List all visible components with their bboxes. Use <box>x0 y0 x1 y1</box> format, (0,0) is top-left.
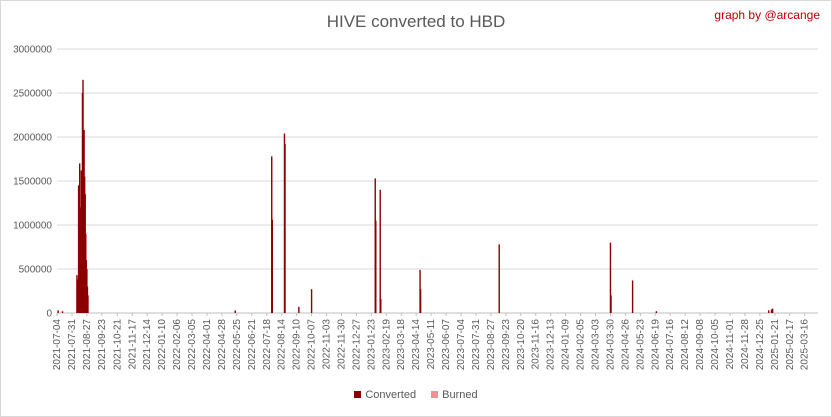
x-tick-label: 2024-04-26 <box>620 319 631 371</box>
x-tick-label: 2023-09-23 <box>501 319 512 371</box>
x-tick-label: 2024-05-23 <box>635 319 646 371</box>
x-tick-label: 2025-02-17 <box>785 319 796 371</box>
x-tick-label: 2025-01-21 <box>770 319 781 371</box>
x-tick-label: 2022-04-28 <box>217 319 228 371</box>
legend-label-converted: Converted <box>365 389 417 401</box>
x-tick-label: 2024-06-19 <box>650 319 661 371</box>
bar-converted <box>610 295 612 313</box>
bar-converted <box>498 244 500 313</box>
x-tick-label: 2024-02-05 <box>576 319 587 371</box>
x-tick-label: 2024-11-28 <box>740 319 751 370</box>
x-tick-label: 2021-11-17 <box>127 319 138 370</box>
x-tick-label: 2023-05-11 <box>426 319 437 370</box>
x-tick-label: 2022-12-27 <box>351 319 362 371</box>
x-tick-label: 2023-01-23 <box>366 319 377 371</box>
x-tick-label: 2022-09-10 <box>292 319 303 371</box>
chart-title: HIVE converted to HBD <box>326 12 506 31</box>
x-tick-label: 2023-06-07 <box>441 319 452 371</box>
x-tick-label: 2023-08-27 <box>486 319 497 371</box>
x-tick-label: 2024-08-12 <box>680 319 691 371</box>
x-tick-label: 2023-12-13 <box>546 319 557 371</box>
x-tick-label: 2021-09-23 <box>97 319 108 371</box>
bar-converted <box>284 144 286 313</box>
x-tick-label: 2024-10-05 <box>710 319 721 371</box>
x-tick-label: 2022-11-03 <box>322 319 333 370</box>
x-tick-label: 2023-03-18 <box>396 319 407 371</box>
legend-swatch-burned <box>431 391 439 398</box>
y-tick-label: 1500000 <box>13 177 52 188</box>
x-tick-label: 2022-11-30 <box>336 319 347 370</box>
x-tick-label: 2022-08-14 <box>277 319 288 371</box>
x-tick-label: 2023-11-16 <box>531 319 542 370</box>
bar-converted <box>234 310 236 313</box>
x-tick-label: 2024-11-01 <box>725 319 736 370</box>
legend-item-burned: Burned <box>431 389 478 401</box>
x-tick-label: 2023-04-14 <box>411 319 422 371</box>
bar-converted <box>631 280 634 313</box>
x-tick-label: 2024-03-30 <box>605 319 616 371</box>
bar-converted <box>375 220 377 313</box>
chart-legend: Converted Burned <box>0 389 832 401</box>
x-tick-label: 2023-02-19 <box>381 319 392 371</box>
bar-converted <box>87 295 89 313</box>
bar-converted <box>379 189 381 313</box>
chart-credit: graph by @arcange <box>714 8 820 22</box>
x-tick-label: 2023-07-31 <box>471 319 482 371</box>
x-tick-label: 2024-09-08 <box>695 319 706 371</box>
x-tick-label: 2025-03-16 <box>800 319 811 371</box>
bar-converted <box>310 289 313 313</box>
x-tick-label: 2022-03-05 <box>187 319 198 371</box>
x-tick-label: 2023-07-04 <box>456 319 467 371</box>
x-tick-label: 2021-12-14 <box>142 319 153 371</box>
bar-converted <box>771 308 774 313</box>
y-tick-label: 2500000 <box>13 89 52 100</box>
bar-converted <box>419 289 422 313</box>
legend-swatch-converted <box>354 391 362 398</box>
y-tick-label: 0 <box>46 309 52 320</box>
bar-converted <box>298 306 300 313</box>
bar-converted <box>271 219 273 313</box>
legend-item-converted: Converted <box>354 389 416 401</box>
x-tick-label: 2022-05-25 <box>232 319 243 371</box>
bar-converted <box>380 298 382 313</box>
x-tick-label: 2021-10-21 <box>112 319 123 371</box>
x-tick-label: 2023-10-20 <box>516 319 527 371</box>
x-tick-label: 2022-04-01 <box>202 319 213 371</box>
x-tick-label: 2024-07-16 <box>665 319 676 371</box>
y-tick-label: 3000000 <box>13 45 52 56</box>
y-tick-label: 1000000 <box>13 221 52 232</box>
x-tick-label: 2021-07-04 <box>52 319 63 371</box>
bar-converted <box>768 310 770 313</box>
x-tick-label: 2022-07-18 <box>262 319 273 371</box>
x-tick-label: 2024-03-03 <box>591 319 602 371</box>
x-tick-label: 2022-02-06 <box>172 319 183 371</box>
x-tick-label: 2022-01-10 <box>157 319 168 371</box>
x-tick-label: 2024-12-25 <box>755 319 766 371</box>
y-tick-label: 2000000 <box>13 133 52 144</box>
bar-converted <box>655 311 658 313</box>
bar-converted <box>61 311 64 313</box>
legend-label-burned: Burned <box>442 389 478 401</box>
y-tick-label: 500000 <box>19 265 53 276</box>
bar-converted <box>57 310 59 313</box>
bar-converted <box>609 242 612 313</box>
x-tick-label: 2022-06-21 <box>247 319 258 371</box>
x-tick-label: 2021-08-27 <box>82 319 93 371</box>
x-tick-label: 2021-07-31 <box>67 319 78 371</box>
x-tick-label: 2022-10-07 <box>307 319 318 371</box>
bar-converted <box>770 309 773 313</box>
x-tick-label: 2024-01-09 <box>561 319 572 371</box>
